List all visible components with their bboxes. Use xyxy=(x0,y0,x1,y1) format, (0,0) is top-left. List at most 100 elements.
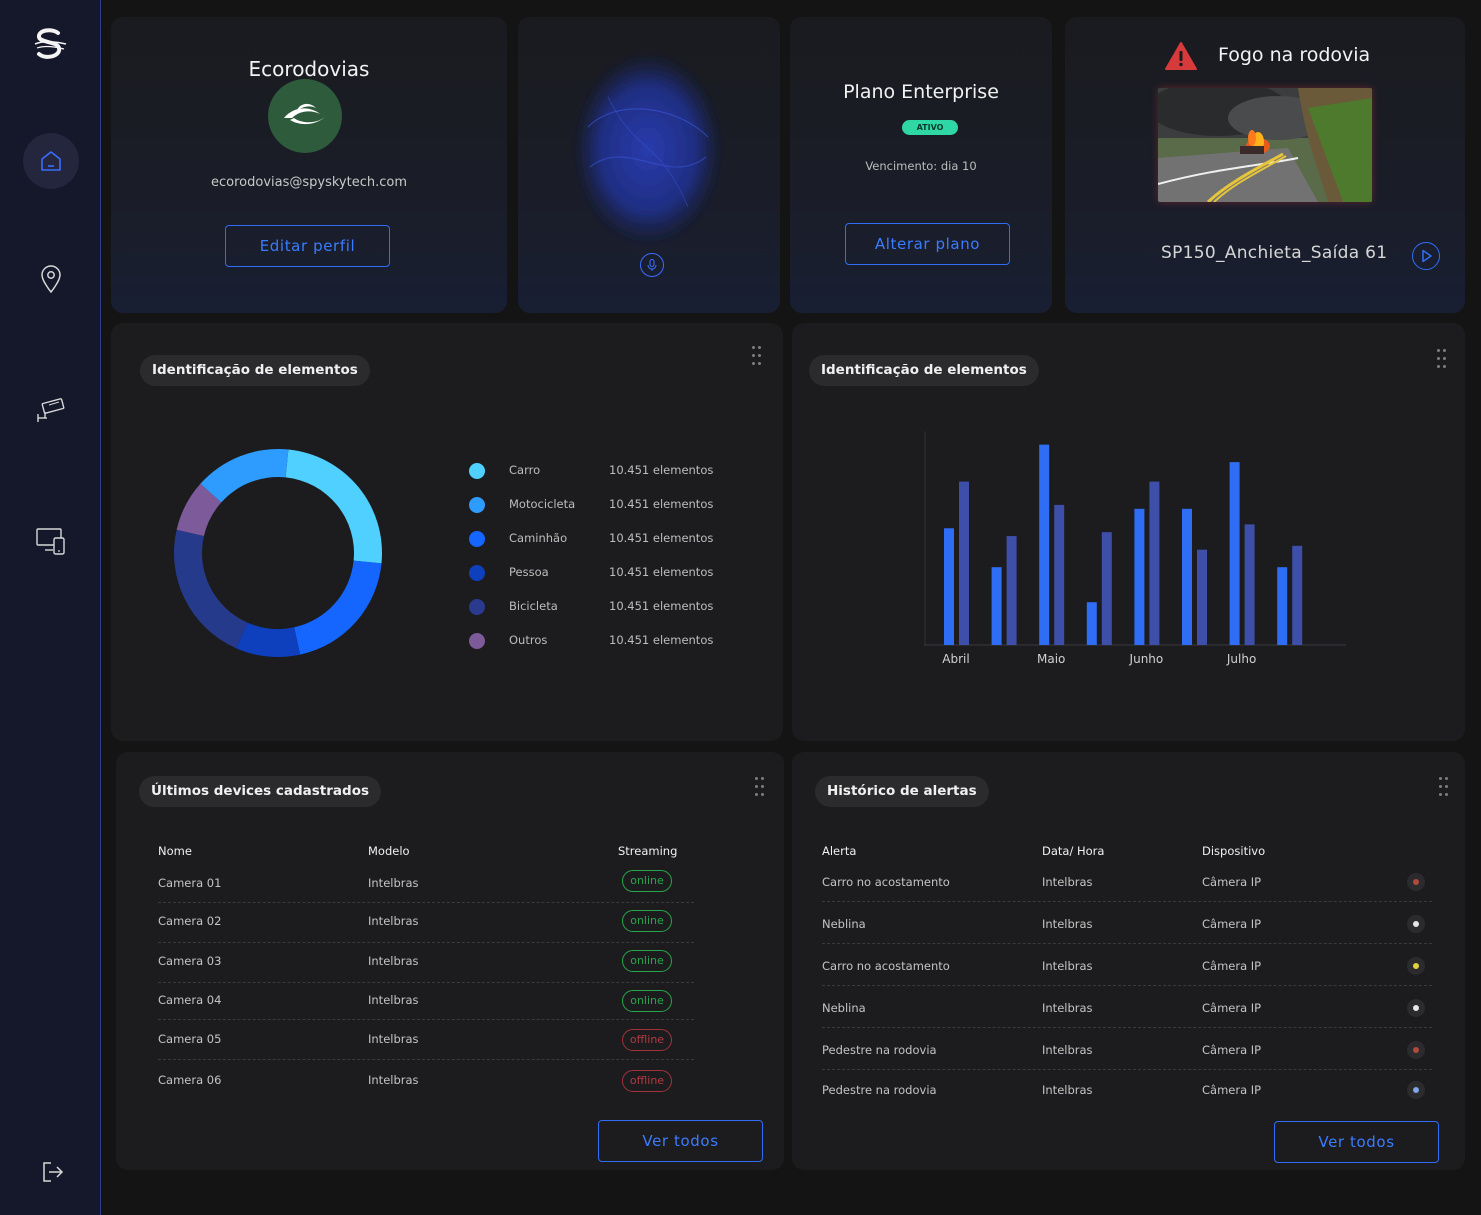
alert-name: Carro no acostamento xyxy=(822,875,950,889)
device-model: Intelbras xyxy=(368,1073,419,1087)
column-header-streaming: Streaming xyxy=(618,844,678,858)
alert-name: Pedestre na rodovia xyxy=(822,1083,937,1097)
alert-status-icon[interactable] xyxy=(1407,915,1425,933)
bar-series1-3[interactable] xyxy=(1086,602,1097,645)
donut-slice-caminhão[interactable] xyxy=(236,622,301,657)
alert-title: Fogo na rodovia xyxy=(1218,44,1371,66)
legend-value: 10.451 elementos xyxy=(609,463,714,477)
sidebar-item-cameras[interactable] xyxy=(23,382,79,438)
alert-datetime: Intelbras xyxy=(1042,959,1093,973)
bar-series2-1[interactable] xyxy=(1006,536,1017,645)
column-header-device: Dispositivo xyxy=(1202,844,1266,858)
alert-datetime: Intelbras xyxy=(1042,1043,1093,1057)
bar-series2-7[interactable] xyxy=(1292,545,1303,645)
donut-slice-pessoa[interactable] xyxy=(174,529,248,649)
x-tick-label: Abril xyxy=(942,652,969,666)
donut-slice-bicicleta[interactable] xyxy=(176,483,222,536)
plan-name: Plano Enterprise xyxy=(843,81,999,103)
legend-swatch xyxy=(469,633,485,649)
bar-series1-4[interactable] xyxy=(1134,508,1145,645)
drag-handle-icon[interactable] xyxy=(752,346,762,366)
status-badge: offline xyxy=(622,1070,672,1092)
status-badge: online xyxy=(622,990,672,1012)
see-all-alerts-button[interactable]: Ver todos xyxy=(1274,1121,1439,1163)
play-button[interactable] xyxy=(1412,242,1440,270)
legend-value: 10.451 elementos xyxy=(609,531,714,545)
legend-swatch xyxy=(469,497,485,513)
bar-series2-3[interactable] xyxy=(1101,532,1112,645)
alert-name: Neblina xyxy=(822,917,866,931)
alert-camera-name: SP150_Anchieta_Saída 61 xyxy=(1161,243,1388,263)
row-divider xyxy=(158,902,694,903)
row-divider xyxy=(158,942,694,943)
legend-label: Caminhão xyxy=(509,531,568,545)
drag-handle-icon[interactable] xyxy=(755,777,765,797)
edit-profile-button[interactable]: Editar perfil xyxy=(225,225,390,267)
row-divider xyxy=(158,1019,694,1020)
bar-series1-6[interactable] xyxy=(1229,462,1240,645)
bar-series2-2[interactable] xyxy=(1054,504,1065,645)
row-divider xyxy=(158,982,694,983)
device-model: Intelbras xyxy=(368,993,419,1007)
column-header-alert: Alerta xyxy=(822,844,857,858)
row-divider xyxy=(822,1069,1432,1070)
alert-device: Câmera IP xyxy=(1202,917,1262,931)
status-badge: online xyxy=(622,910,672,932)
bar-series2-0[interactable] xyxy=(959,481,969,645)
legend-label: Outros xyxy=(509,633,548,647)
bar-series1-7[interactable] xyxy=(1277,567,1288,645)
alert-status-icon[interactable] xyxy=(1407,1041,1425,1059)
legend-label: Bicicleta xyxy=(509,599,558,613)
alert-name: Pedestre na rodovia xyxy=(822,1043,937,1057)
device-name: Camera 03 xyxy=(158,954,222,968)
alert-status-icon[interactable] xyxy=(1407,957,1425,975)
donut-slice-outros[interactable] xyxy=(200,449,289,503)
alert-card: Fogo na rodovia SP150_Anchieta_Saída 61 xyxy=(1065,17,1465,313)
bar-series1-0[interactable] xyxy=(944,528,954,645)
bar-series2-5[interactable] xyxy=(1197,549,1207,645)
sidebar-item-devices[interactable] xyxy=(23,513,79,569)
microphone-button[interactable] xyxy=(640,253,664,277)
cctv-camera-icon xyxy=(37,398,65,422)
alert-status-icon[interactable] xyxy=(1407,999,1425,1017)
legend-swatch xyxy=(469,463,485,479)
legend-label: Carro xyxy=(509,463,541,477)
legend-label: Pessoa xyxy=(509,565,549,579)
donut-slice-carro[interactable] xyxy=(285,449,382,564)
drag-handle-icon[interactable] xyxy=(1437,349,1447,369)
sidebar-item-home[interactable] xyxy=(23,133,79,189)
company-logo-icon xyxy=(284,103,326,125)
legend-item: Carro 10.451 elementos xyxy=(469,461,749,481)
alert-status-icon[interactable] xyxy=(1407,1081,1425,1099)
fire-snapshot-image[interactable] xyxy=(1158,88,1372,202)
x-tick-label: Junho xyxy=(1129,652,1164,666)
spysky-logo-icon[interactable] xyxy=(30,24,70,64)
profile-card: Ecorodovias ecorodovias@spyskytech.com E… xyxy=(111,17,507,313)
device-model: Intelbras xyxy=(368,954,419,968)
see-all-devices-button[interactable]: Ver todos xyxy=(598,1120,763,1162)
device-name: Camera 02 xyxy=(158,914,222,928)
x-tick-label: Maio xyxy=(1037,652,1065,666)
bar-series1-2[interactable] xyxy=(1039,444,1050,645)
bar-series1-5[interactable] xyxy=(1182,508,1192,645)
warning-icon xyxy=(1165,42,1197,70)
drag-handle-icon[interactable] xyxy=(1439,777,1449,797)
bar-series2-6[interactable] xyxy=(1244,524,1255,645)
device-model: Intelbras xyxy=(368,1032,419,1046)
sidebar-item-location[interactable] xyxy=(23,251,79,307)
legend-item: Motocicleta 10.451 elementos xyxy=(469,495,749,515)
change-plan-button[interactable]: Alterar plano xyxy=(845,223,1010,265)
legend-item: Bicicleta 10.451 elementos xyxy=(469,597,749,617)
logout-button[interactable] xyxy=(24,1144,80,1200)
alert-datetime: Intelbras xyxy=(1042,1001,1093,1015)
donut-chart xyxy=(174,449,382,657)
latest-devices-card: Últimos devices cadastrados Nome Modelo … xyxy=(116,752,784,1170)
bar-series2-4[interactable] xyxy=(1149,481,1160,645)
devices-icon xyxy=(36,528,65,555)
legend-swatch xyxy=(469,531,485,547)
alert-name: Neblina xyxy=(822,1001,866,1015)
alert-status-icon[interactable] xyxy=(1407,873,1425,891)
bar-series1-1[interactable] xyxy=(991,567,1002,645)
donut-slice-motocicleta[interactable] xyxy=(294,560,382,655)
plan-due-date: Vencimento: dia 10 xyxy=(865,159,977,173)
